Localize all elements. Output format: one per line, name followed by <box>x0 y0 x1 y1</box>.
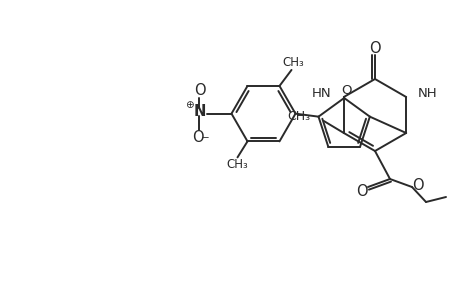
Text: N: N <box>193 104 205 119</box>
Text: O: O <box>369 40 380 56</box>
Text: −: − <box>201 133 209 143</box>
Text: HN: HN <box>312 86 331 100</box>
Text: O: O <box>411 178 423 193</box>
Text: O: O <box>355 184 367 199</box>
Text: ⊕: ⊕ <box>185 100 193 110</box>
Text: O: O <box>191 130 203 145</box>
Text: O: O <box>340 83 351 97</box>
Text: NH: NH <box>417 86 437 100</box>
Text: O: O <box>193 83 205 98</box>
Text: CH₃: CH₃ <box>282 56 304 69</box>
Text: CH₃: CH₃ <box>226 158 248 171</box>
Text: CH₃: CH₃ <box>287 110 310 122</box>
